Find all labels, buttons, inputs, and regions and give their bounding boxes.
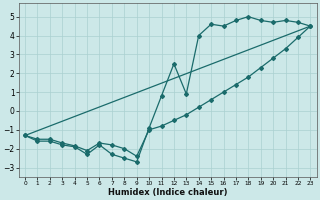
X-axis label: Humidex (Indice chaleur): Humidex (Indice chaleur): [108, 188, 228, 197]
